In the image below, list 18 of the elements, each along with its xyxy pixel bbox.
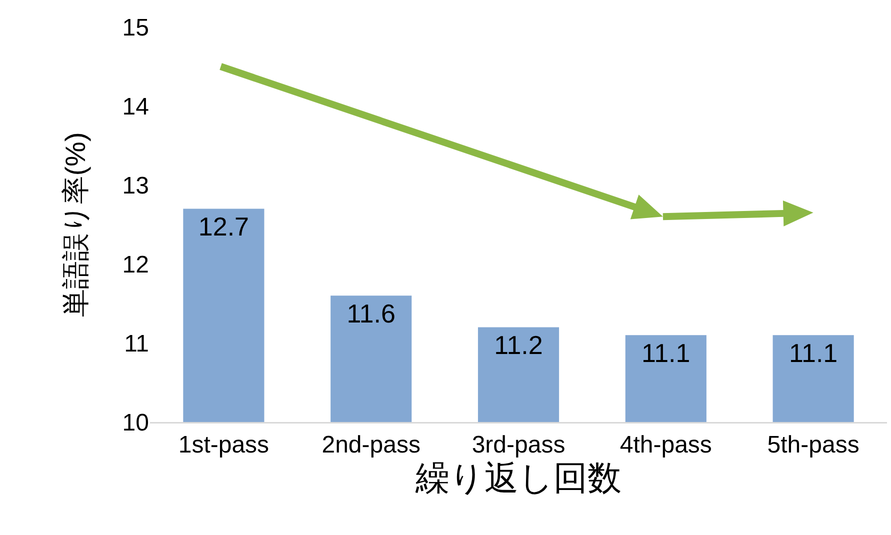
data-label: 11.6	[346, 298, 396, 329]
y-tick-label: 11	[124, 330, 149, 358]
data-label: 11.2	[494, 330, 543, 360]
x-tick-label: 1st-pass	[178, 431, 270, 458]
y-tick-label: 15	[122, 14, 149, 42]
x-tick-label: 5th-pass	[767, 431, 860, 458]
y-tick-label: 14	[122, 93, 149, 120]
x-tick-label: 4th-pass	[620, 431, 712, 458]
data-label: 12.7	[198, 212, 250, 242]
y-tick-label: 12	[122, 251, 149, 278]
x-axis-title: 繰り返し回数	[414, 459, 622, 498]
x-tick-label: 3rd-pass	[472, 431, 566, 458]
data-label: 11.1	[642, 338, 690, 368]
data-label: 11.1	[788, 338, 838, 368]
y-tick-label: 10	[122, 409, 149, 436]
x-tick-label: 2nd-pass	[322, 431, 420, 458]
y-axis-title: 単語誤り率(%)	[60, 132, 91, 317]
y-tick-label: 13	[122, 172, 149, 200]
